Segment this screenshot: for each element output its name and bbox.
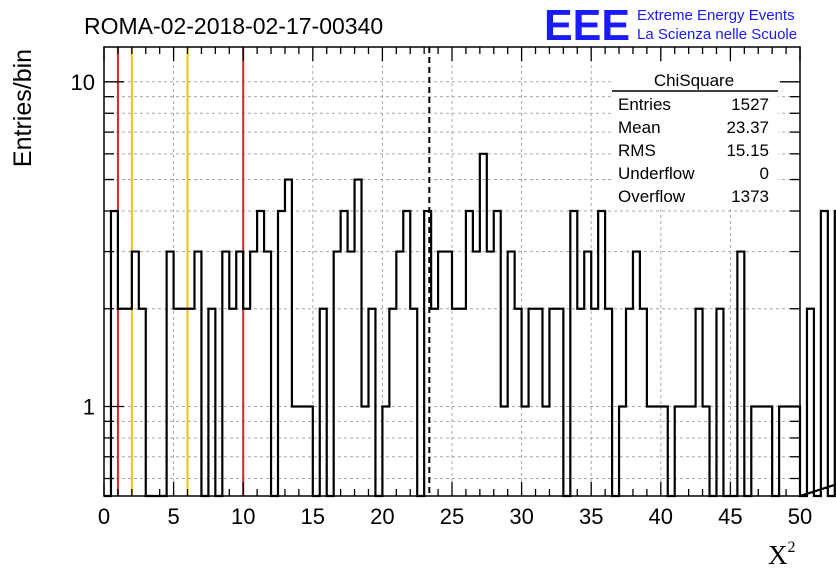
x-tick-label: 40 (649, 504, 673, 529)
stats-label-entries: Entries (618, 95, 671, 114)
x-tick-label: 10 (231, 504, 255, 529)
x-tick-label: 15 (301, 504, 325, 529)
eee-branding: EEE Extreme Energy Events La Scienza nel… (544, 1, 797, 50)
eee-logo: EEE (544, 1, 630, 50)
stats-value-mean: 23.37 (726, 118, 769, 137)
axis-ticks (103, 47, 801, 496)
stats-title: ChiSquare (654, 71, 734, 90)
x-tick-label: 30 (509, 504, 533, 529)
stats-value-overflow: 1373 (731, 187, 769, 206)
stats-label-underflow: Underflow (618, 164, 695, 183)
x-tick-label: 35 (579, 504, 603, 529)
chart-title: ROMA-02-2018-02-17-00340 (84, 13, 383, 39)
x-tick-labels: 0 5 10 15 20 25 30 35 40 45 50 (98, 504, 812, 529)
x-axis-label: X2 (768, 539, 796, 570)
histogram-step-line (104, 152, 836, 498)
y-tick-label: 1 (83, 394, 95, 419)
stats-label-overflow: Overflow (618, 187, 686, 206)
x-axis-label-superscript: 2 (788, 539, 796, 556)
stats-box: ChiSquare Entries 1527 Mean 23.37 RMS 15… (612, 64, 778, 209)
branding-line-2: La Scienza nelle Scuole (637, 26, 797, 43)
stats-value-entries: 1527 (731, 95, 769, 114)
x-tick-label: 25 (440, 504, 464, 529)
x-tick-label: 45 (718, 504, 742, 529)
y-tick-labels: 1 10 (71, 70, 95, 420)
x-tick-label: 50 (788, 504, 812, 529)
stats-value-underflow: 0 (760, 164, 769, 183)
branding-line-1: Extreme Energy Events (637, 7, 795, 24)
x-tick-label: 0 (98, 504, 110, 529)
x-tick-label: 20 (370, 504, 394, 529)
x-tick-label: 5 (167, 504, 179, 529)
stats-label-mean: Mean (618, 118, 661, 137)
stats-value-rms: 15.15 (726, 141, 769, 160)
stats-box-background (612, 64, 778, 209)
y-axis-label: Entries/bin (9, 49, 37, 167)
y-tick-label: 10 (71, 70, 95, 95)
x-axis-label-base: X (768, 540, 788, 570)
stats-label-rms: RMS (618, 141, 656, 160)
